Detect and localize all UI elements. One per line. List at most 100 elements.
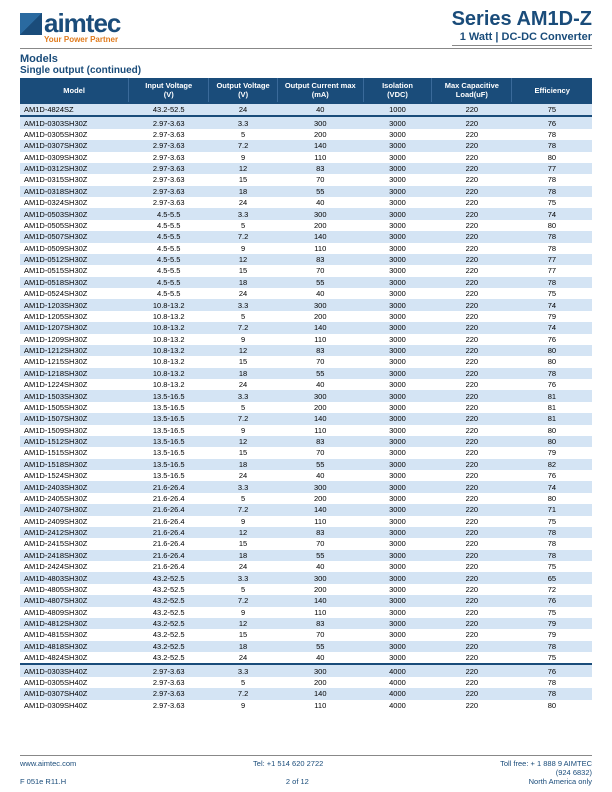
table-cell: 220 <box>432 197 512 208</box>
table-cell: 10.8-13.2 <box>129 299 209 310</box>
table-cell: 43.2-52.5 <box>129 629 209 640</box>
table-cell: 78 <box>512 368 592 379</box>
table-cell: AM1D-0307SH40Z <box>20 688 129 699</box>
table-cell: 13.5-16.5 <box>129 470 209 481</box>
table-cell: 220 <box>432 516 512 527</box>
table-cell: 78 <box>512 231 592 242</box>
table-cell: 24 <box>209 379 278 390</box>
table-cell: 3000 <box>363 220 432 231</box>
table-cell: 220 <box>432 379 512 390</box>
table-cell: 220 <box>432 129 512 140</box>
table-cell: 55 <box>277 186 363 197</box>
table-cell: 43.2-52.5 <box>129 595 209 606</box>
table-cell: 300 <box>277 390 363 401</box>
table-cell: 200 <box>277 677 363 688</box>
table-cell: AM1D-2424SH30Z <box>20 561 129 572</box>
footer-code: F 051e R11.H <box>20 777 66 786</box>
table-cell: 83 <box>277 254 363 265</box>
table-cell: 4000 <box>363 677 432 688</box>
footer-page: 2 of 12 <box>286 777 309 786</box>
table-row: AM1D-4803SH30Z43.2-52.53.3300300022065 <box>20 572 592 583</box>
table-row: AM1D-1209SH30Z10.8-13.29110300022076 <box>20 334 592 345</box>
table-row: AM1D-0507SH30Z4.5-5.57.2140300022078 <box>20 231 592 242</box>
table-cell: 220 <box>432 677 512 688</box>
table-cell: 5 <box>209 677 278 688</box>
table-cell: 300 <box>277 664 363 676</box>
table-cell: 74 <box>512 299 592 310</box>
table-row: AM1D-0512SH30Z4.5-5.51283300022077 <box>20 254 592 265</box>
table-cell: 83 <box>277 527 363 538</box>
table-cell: 220 <box>432 140 512 151</box>
table-cell: 78 <box>512 677 592 688</box>
table-cell: 74 <box>512 208 592 219</box>
table-cell: 3000 <box>363 595 432 606</box>
table-cell: AM1D-0307SH30Z <box>20 140 129 151</box>
table-cell: 300 <box>277 481 363 492</box>
table-cell: 220 <box>432 618 512 629</box>
table-cell: 70 <box>277 629 363 640</box>
table-cell: 81 <box>512 402 592 413</box>
table-row: AM1D-0303SH40Z2.97-3.633.3300400022076 <box>20 664 592 676</box>
table-cell: 2.97-3.63 <box>129 152 209 163</box>
table-cell: 4.5-5.5 <box>129 243 209 254</box>
table-cell: 40 <box>277 470 363 481</box>
logo-icon <box>20 13 42 35</box>
table-cell: 75 <box>512 652 592 664</box>
table-row: AM1D-4807SH30Z43.2-52.57.2140300022076 <box>20 595 592 606</box>
section-sub: Single output (continued) <box>20 65 592 76</box>
table-cell: 3000 <box>363 197 432 208</box>
table-cell: AM1D-1218SH30Z <box>20 368 129 379</box>
table-cell: 15 <box>209 447 278 458</box>
table-cell: 80 <box>512 152 592 163</box>
table-cell: 7.2 <box>209 595 278 606</box>
table-cell: AM1D-0512SH30Z <box>20 254 129 265</box>
table-cell: 76 <box>512 334 592 345</box>
table-cell: 3000 <box>363 299 432 310</box>
table-cell: 21.6-26.4 <box>129 493 209 504</box>
table-cell: 76 <box>512 664 592 676</box>
table-cell: 200 <box>277 493 363 504</box>
table-cell: 21.6-26.4 <box>129 550 209 561</box>
table-cell: 83 <box>277 345 363 356</box>
table-cell: 3000 <box>363 322 432 333</box>
table-cell: 9 <box>209 516 278 527</box>
table-cell: AM1D-4805SH30Z <box>20 584 129 595</box>
table-cell: 3000 <box>363 584 432 595</box>
table-cell: 3000 <box>363 174 432 185</box>
table-cell: 81 <box>512 390 592 401</box>
spec-table: ModelInput Voltage(V)Output Voltage(V)Ou… <box>20 78 592 711</box>
table-cell: 12 <box>209 527 278 538</box>
table-cell: 220 <box>432 688 512 699</box>
table-cell: AM1D-2418SH30Z <box>20 550 129 561</box>
table-cell: 3.3 <box>209 390 278 401</box>
table-cell: 140 <box>277 140 363 151</box>
table-cell: 220 <box>432 152 512 163</box>
table-cell: 3000 <box>363 493 432 504</box>
table-cell: 40 <box>277 652 363 664</box>
table-cell: 3000 <box>363 470 432 481</box>
table-cell: 13.5-16.5 <box>129 459 209 470</box>
table-cell: 110 <box>277 152 363 163</box>
table-cell: 76 <box>512 116 592 128</box>
table-cell: 3000 <box>363 561 432 572</box>
table-row: AM1D-4824SH30Z43.2-52.52440300022075 <box>20 652 592 664</box>
table-cell: 220 <box>432 447 512 458</box>
table-cell: 78 <box>512 527 592 538</box>
logo-block: aimtec Your Power Partner <box>20 8 120 44</box>
table-cell: 24 <box>209 197 278 208</box>
table-cell: 3.3 <box>209 299 278 310</box>
table-cell: 76 <box>512 595 592 606</box>
table-cell: 10.8-13.2 <box>129 334 209 345</box>
table-cell: 10.8-13.2 <box>129 356 209 367</box>
table-cell: 81 <box>512 413 592 424</box>
table-cell: 9 <box>209 243 278 254</box>
table-cell: 75 <box>512 561 592 572</box>
table-cell: 43.2-52.5 <box>129 652 209 664</box>
table-cell: AM1D-0305SH40Z <box>20 677 129 688</box>
table-row: AM1D-2407SH30Z21.6-26.47.2140300022071 <box>20 504 592 515</box>
table-cell: 40 <box>277 379 363 390</box>
table-cell: 75 <box>512 103 592 116</box>
table-cell: AM1D-1512SH30Z <box>20 436 129 447</box>
page-header: aimtec Your Power Partner Series AM1D-Z … <box>20 8 592 46</box>
table-cell: 220 <box>432 572 512 583</box>
